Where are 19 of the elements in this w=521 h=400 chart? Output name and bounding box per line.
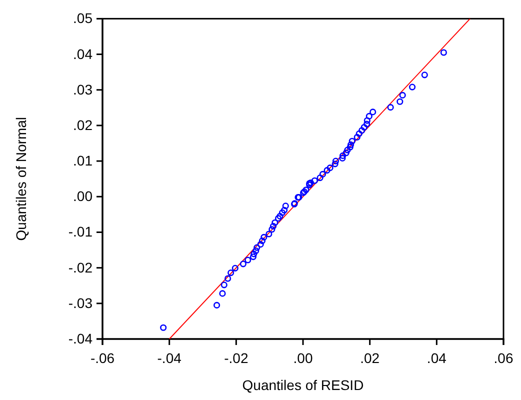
y-tick-label: .04 xyxy=(73,46,93,62)
y-axis-title: Quantiles of Normal xyxy=(13,116,29,241)
y-tick-label: -.01 xyxy=(68,224,93,240)
y-tick-label: .05 xyxy=(73,10,93,26)
y-tick-label: .01 xyxy=(73,152,93,169)
x-tick-label: .00 xyxy=(293,350,313,366)
y-tick-label: -.03 xyxy=(68,294,93,311)
y-tick-label: .03 xyxy=(73,81,93,98)
x-axis-title: Quantiles of RESID xyxy=(242,377,364,393)
x-tick-label: .06 xyxy=(494,350,514,366)
y-tick-label: .02 xyxy=(73,116,93,133)
y-tick-label: .00 xyxy=(73,188,93,204)
x-tick-label: .04 xyxy=(426,350,447,366)
y-tick-label: -.04 xyxy=(68,330,93,346)
y-tick-label: -.02 xyxy=(68,259,93,276)
x-tick-label: .02 xyxy=(360,350,380,366)
x-tick-label: -.04 xyxy=(157,350,182,366)
x-tick-label: -.02 xyxy=(224,350,248,366)
x-tick-label: -.06 xyxy=(90,350,115,366)
